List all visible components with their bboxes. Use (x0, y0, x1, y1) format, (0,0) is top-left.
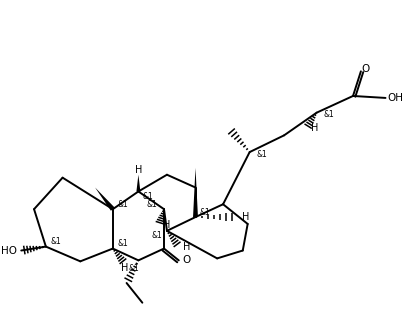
Text: HO: HO (1, 246, 18, 256)
Text: &1: &1 (117, 200, 128, 209)
Text: &1: &1 (50, 237, 61, 246)
Text: H: H (311, 123, 318, 133)
Text: O: O (362, 64, 370, 74)
Text: &1: &1 (323, 110, 334, 119)
Text: OH: OH (387, 93, 403, 103)
Text: &1: &1 (200, 208, 211, 217)
Polygon shape (95, 187, 115, 211)
Polygon shape (136, 175, 141, 192)
Text: H: H (135, 165, 142, 175)
Text: H: H (183, 241, 190, 252)
Polygon shape (193, 168, 198, 217)
Text: H: H (163, 220, 171, 230)
Text: &1: &1 (152, 231, 163, 240)
Text: H: H (121, 263, 128, 273)
Text: H: H (242, 212, 249, 222)
Text: O: O (183, 255, 191, 265)
Text: &1: &1 (128, 264, 139, 273)
Text: &1: &1 (147, 200, 158, 209)
Text: &1: &1 (256, 149, 267, 159)
Text: &1: &1 (117, 239, 128, 248)
Text: &1: &1 (143, 192, 153, 201)
